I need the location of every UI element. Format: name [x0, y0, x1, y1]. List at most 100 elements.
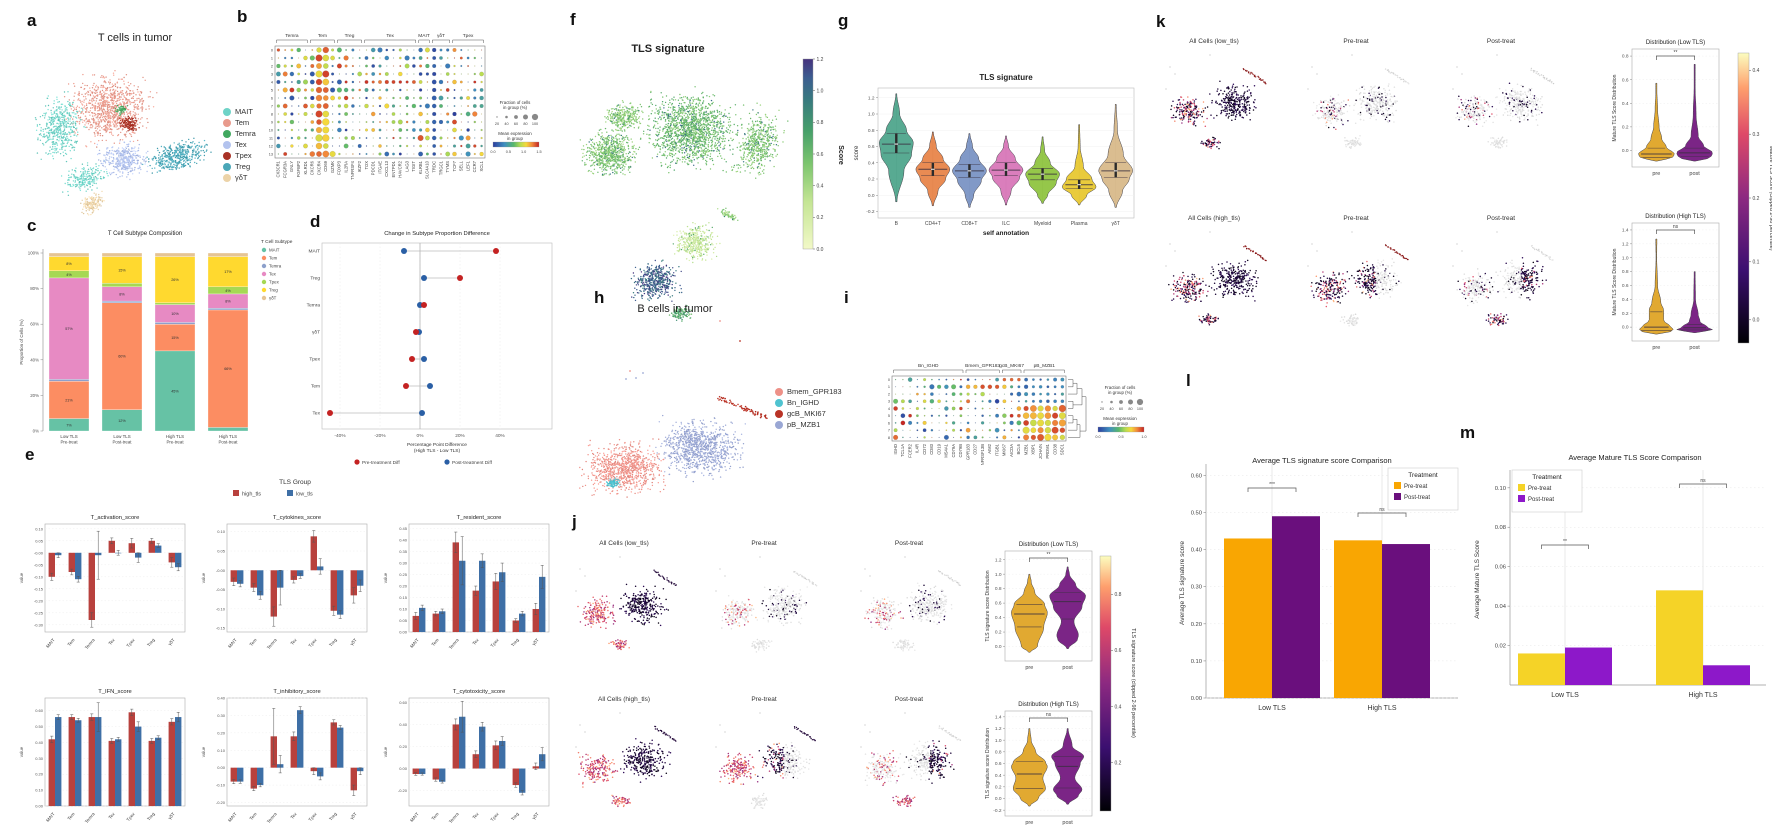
svg-text:Tex: Tex	[107, 637, 116, 646]
svg-text:Treg: Treg	[328, 637, 338, 648]
svg-text:-0.05: -0.05	[216, 587, 226, 592]
svg-text:45%: 45%	[171, 389, 179, 393]
svg-text:TIGIT: TIGIT	[411, 161, 416, 172]
panel-a: a T cells in tumor MAIT Tem Temra Tex Tpex Tr…	[15, 8, 270, 240]
svg-text:Treg: Treg	[510, 637, 520, 648]
svg-text:0.10: 0.10	[217, 529, 226, 534]
svg-text:4%: 4%	[66, 273, 72, 277]
svg-text:in group: in group	[507, 136, 523, 141]
svg-text:Temra: Temra	[448, 811, 460, 824]
svg-text:MAIT: MAIT	[409, 637, 420, 649]
legend-label: Bmem_GPR183	[787, 387, 842, 397]
svg-text:γδT: γδT	[531, 637, 540, 646]
svg-text:IL2RA: IL2RA	[343, 161, 348, 173]
svg-text:Low TLS: Low TLS	[60, 434, 77, 439]
svg-text:100: 100	[532, 122, 538, 126]
panel-h-title: B cells in tumor	[637, 303, 713, 315]
svg-text:Tem: Tem	[430, 637, 439, 647]
svg-text:Change in Subtype Proportion D: Change in Subtype Proportion Difference	[384, 231, 490, 237]
svg-text:0.45: 0.45	[399, 526, 408, 531]
svg-text:TNFRSF4: TNFRSF4	[350, 160, 355, 180]
svg-text:20%: 20%	[30, 393, 39, 398]
svg-text:Tpex: Tpex	[489, 637, 500, 648]
svg-text:26%: 26%	[171, 278, 179, 282]
svg-text:γδT: γδT	[349, 811, 358, 820]
mini-umap	[1307, 54, 1410, 150]
svg-text:0.20: 0.20	[217, 730, 226, 735]
svg-text:ITGAE: ITGAE	[377, 161, 382, 174]
svg-text:0.25: 0.25	[399, 572, 408, 577]
svg-text:Post-treat: Post-treat	[218, 440, 238, 445]
svg-text:MAIT: MAIT	[45, 637, 56, 649]
svg-text:low_tls: low_tls	[296, 492, 313, 498]
svg-text:-0.20: -0.20	[34, 598, 44, 603]
svg-text:Tpex: Tpex	[307, 811, 318, 822]
svg-text:KLRB1: KLRB1	[418, 160, 423, 174]
panel-m: m Average Mature TLS Score Comparison Ave…	[1452, 414, 1772, 719]
svg-text:10: 10	[269, 128, 273, 132]
svg-text:Tem: Tem	[430, 811, 439, 821]
panel-m-canvas: Average Mature TLS Score ComparisonAvera…	[1474, 453, 1766, 699]
svg-text:8%: 8%	[66, 262, 72, 266]
svg-text:0.60: 0.60	[35, 708, 44, 713]
svg-text:TCF7: TCF7	[452, 160, 457, 171]
mini-umap	[575, 556, 677, 651]
svg-text:Low TLS: Low TLS	[113, 434, 130, 439]
svg-text:TLS Group: TLS Group	[279, 479, 311, 486]
svg-text:Pre-treat: Pre-treat	[60, 440, 78, 445]
svg-text:0: 0	[271, 48, 273, 52]
svg-text:-0.10: -0.10	[216, 606, 226, 611]
svg-text:0.10: 0.10	[217, 748, 226, 753]
svg-text:0.10: 0.10	[35, 526, 44, 531]
panel-j: j All Cells (low_tls) Pre-treat Post-treat…	[560, 511, 1164, 839]
svg-text:Temra: Temra	[266, 637, 278, 650]
svg-text:PDCD1: PDCD1	[371, 160, 376, 175]
svg-text:IKZF2: IKZF2	[357, 160, 362, 172]
panel-b-label: b	[237, 7, 248, 26]
panel-e: e TLS Group high_tls low_tls T_activation_s…	[15, 446, 565, 839]
panel-d-canvas: Change in Subtype Proportion Difference M…	[307, 231, 553, 466]
panel-a-title: T cells in tumor	[97, 32, 173, 44]
svg-text:Treg: Treg	[146, 637, 156, 648]
legend-item: MAIT	[223, 108, 256, 116]
svg-text:SLC4A10: SLC4A10	[425, 160, 430, 179]
svg-text:-20%: -20%	[374, 433, 386, 439]
svg-text:Tpex: Tpex	[125, 637, 136, 648]
svg-text:0.00: 0.00	[35, 804, 44, 809]
svg-text:γδT: γδT	[167, 811, 176, 820]
legend-swatch	[223, 108, 231, 116]
panel-d-label: d	[310, 212, 321, 231]
svg-text:value: value	[383, 746, 388, 757]
svg-text:Treg: Treg	[310, 276, 320, 282]
svg-text:Post-treatment Diff: Post-treatment Diff	[452, 460, 493, 466]
panel-k-canvas: All Cells (low_tls) Pre-treat Post-treatAl…	[1165, 38, 1772, 351]
svg-text:LAG3: LAG3	[404, 160, 409, 171]
legend-label: Tem	[235, 118, 250, 128]
svg-text:T_IFN_score: T_IFN_score	[98, 689, 132, 695]
legend-swatch	[223, 163, 231, 171]
legend-swatch	[775, 421, 783, 429]
svg-text:8%: 8%	[119, 292, 125, 296]
svg-text:TOX: TOX	[364, 161, 369, 170]
mini-umap	[715, 712, 816, 809]
svg-text:-0.20: -0.20	[398, 788, 408, 793]
svg-text:Tpex: Tpex	[307, 637, 318, 648]
legend-swatch	[223, 119, 231, 127]
svg-text:GZMK: GZMK	[330, 161, 335, 173]
svg-text:1.0: 1.0	[521, 150, 526, 154]
panel-l: l Average TLS signature score Comparison…	[1172, 366, 1468, 716]
svg-text:0.05: 0.05	[399, 618, 408, 623]
svg-text:Treg: Treg	[510, 811, 520, 822]
svg-text:3: 3	[271, 72, 273, 76]
svg-text:KLRD1: KLRD1	[303, 160, 308, 174]
svg-text:Tpex: Tpex	[125, 811, 136, 822]
svg-text:FOXP3: FOXP3	[337, 160, 342, 174]
svg-text:0.30: 0.30	[35, 756, 44, 761]
legend-label: Treg	[235, 162, 251, 172]
svg-text:CCR7: CCR7	[472, 160, 477, 172]
svg-text:MAIT: MAIT	[409, 811, 420, 823]
svg-text:value: value	[201, 572, 206, 583]
legend-item: Bmem_GPR183	[775, 388, 842, 396]
svg-text:0.35: 0.35	[399, 549, 408, 554]
